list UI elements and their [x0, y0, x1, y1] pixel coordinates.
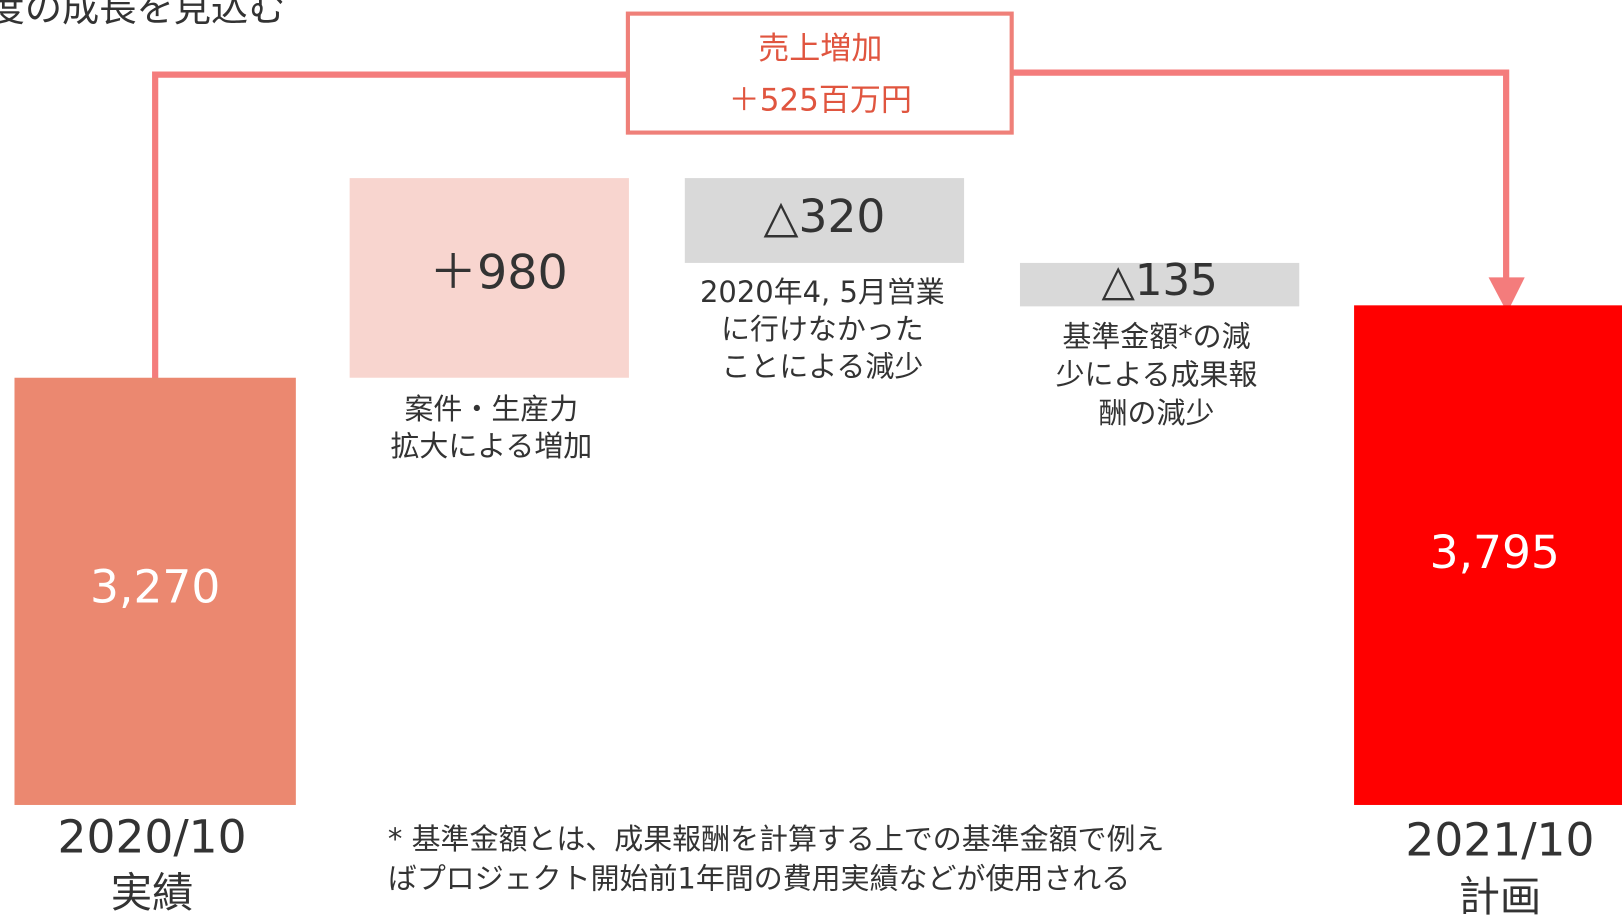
period-label: 2021/10	[1405, 814, 1594, 867]
end-bar	[1354, 305, 1622, 805]
bar-label: 3,795	[1430, 526, 1560, 579]
step-desc: 酬の減少	[1099, 396, 1215, 430]
callout-text: ＋525百万円	[729, 83, 912, 119]
step-label: △320	[764, 190, 886, 243]
step-desc: 拡大による増加	[390, 429, 592, 463]
footnote: ばプロジェクト開始前1年間の費用実績などが使用される	[388, 861, 1130, 895]
connector-left	[152, 71, 628, 381]
title: 度の成長を見込む	[0, 0, 285, 30]
callout-text: 売上増加	[758, 31, 882, 67]
step-box	[684, 178, 965, 263]
period-label: 2020/10	[58, 811, 247, 864]
step-desc: 案件・生産力	[404, 392, 578, 426]
connector-right	[1011, 69, 1510, 282]
step-label: △135	[1101, 256, 1217, 306]
step-desc: ことによる減少	[721, 349, 923, 383]
step-desc: 基準金額*の減	[1062, 319, 1250, 353]
step-box	[1019, 262, 1300, 307]
step-box	[349, 178, 629, 378]
bar-label: 3,270	[90, 560, 220, 613]
step-desc: に行けなかった	[721, 312, 924, 346]
period-sub: 計画	[1459, 873, 1542, 921]
callout-box	[625, 11, 1014, 135]
step-label: ＋980	[429, 245, 567, 300]
step-desc: 2020年4, 5月営業	[700, 275, 945, 309]
period-sub: 実績	[111, 869, 194, 917]
step-desc: 少による成果報	[1056, 358, 1258, 392]
arrow-head	[1488, 277, 1525, 313]
footnote: * 基準金額とは、成果報酬を計算する上での基準金額で例え	[388, 822, 1164, 856]
start-bar	[14, 377, 296, 805]
